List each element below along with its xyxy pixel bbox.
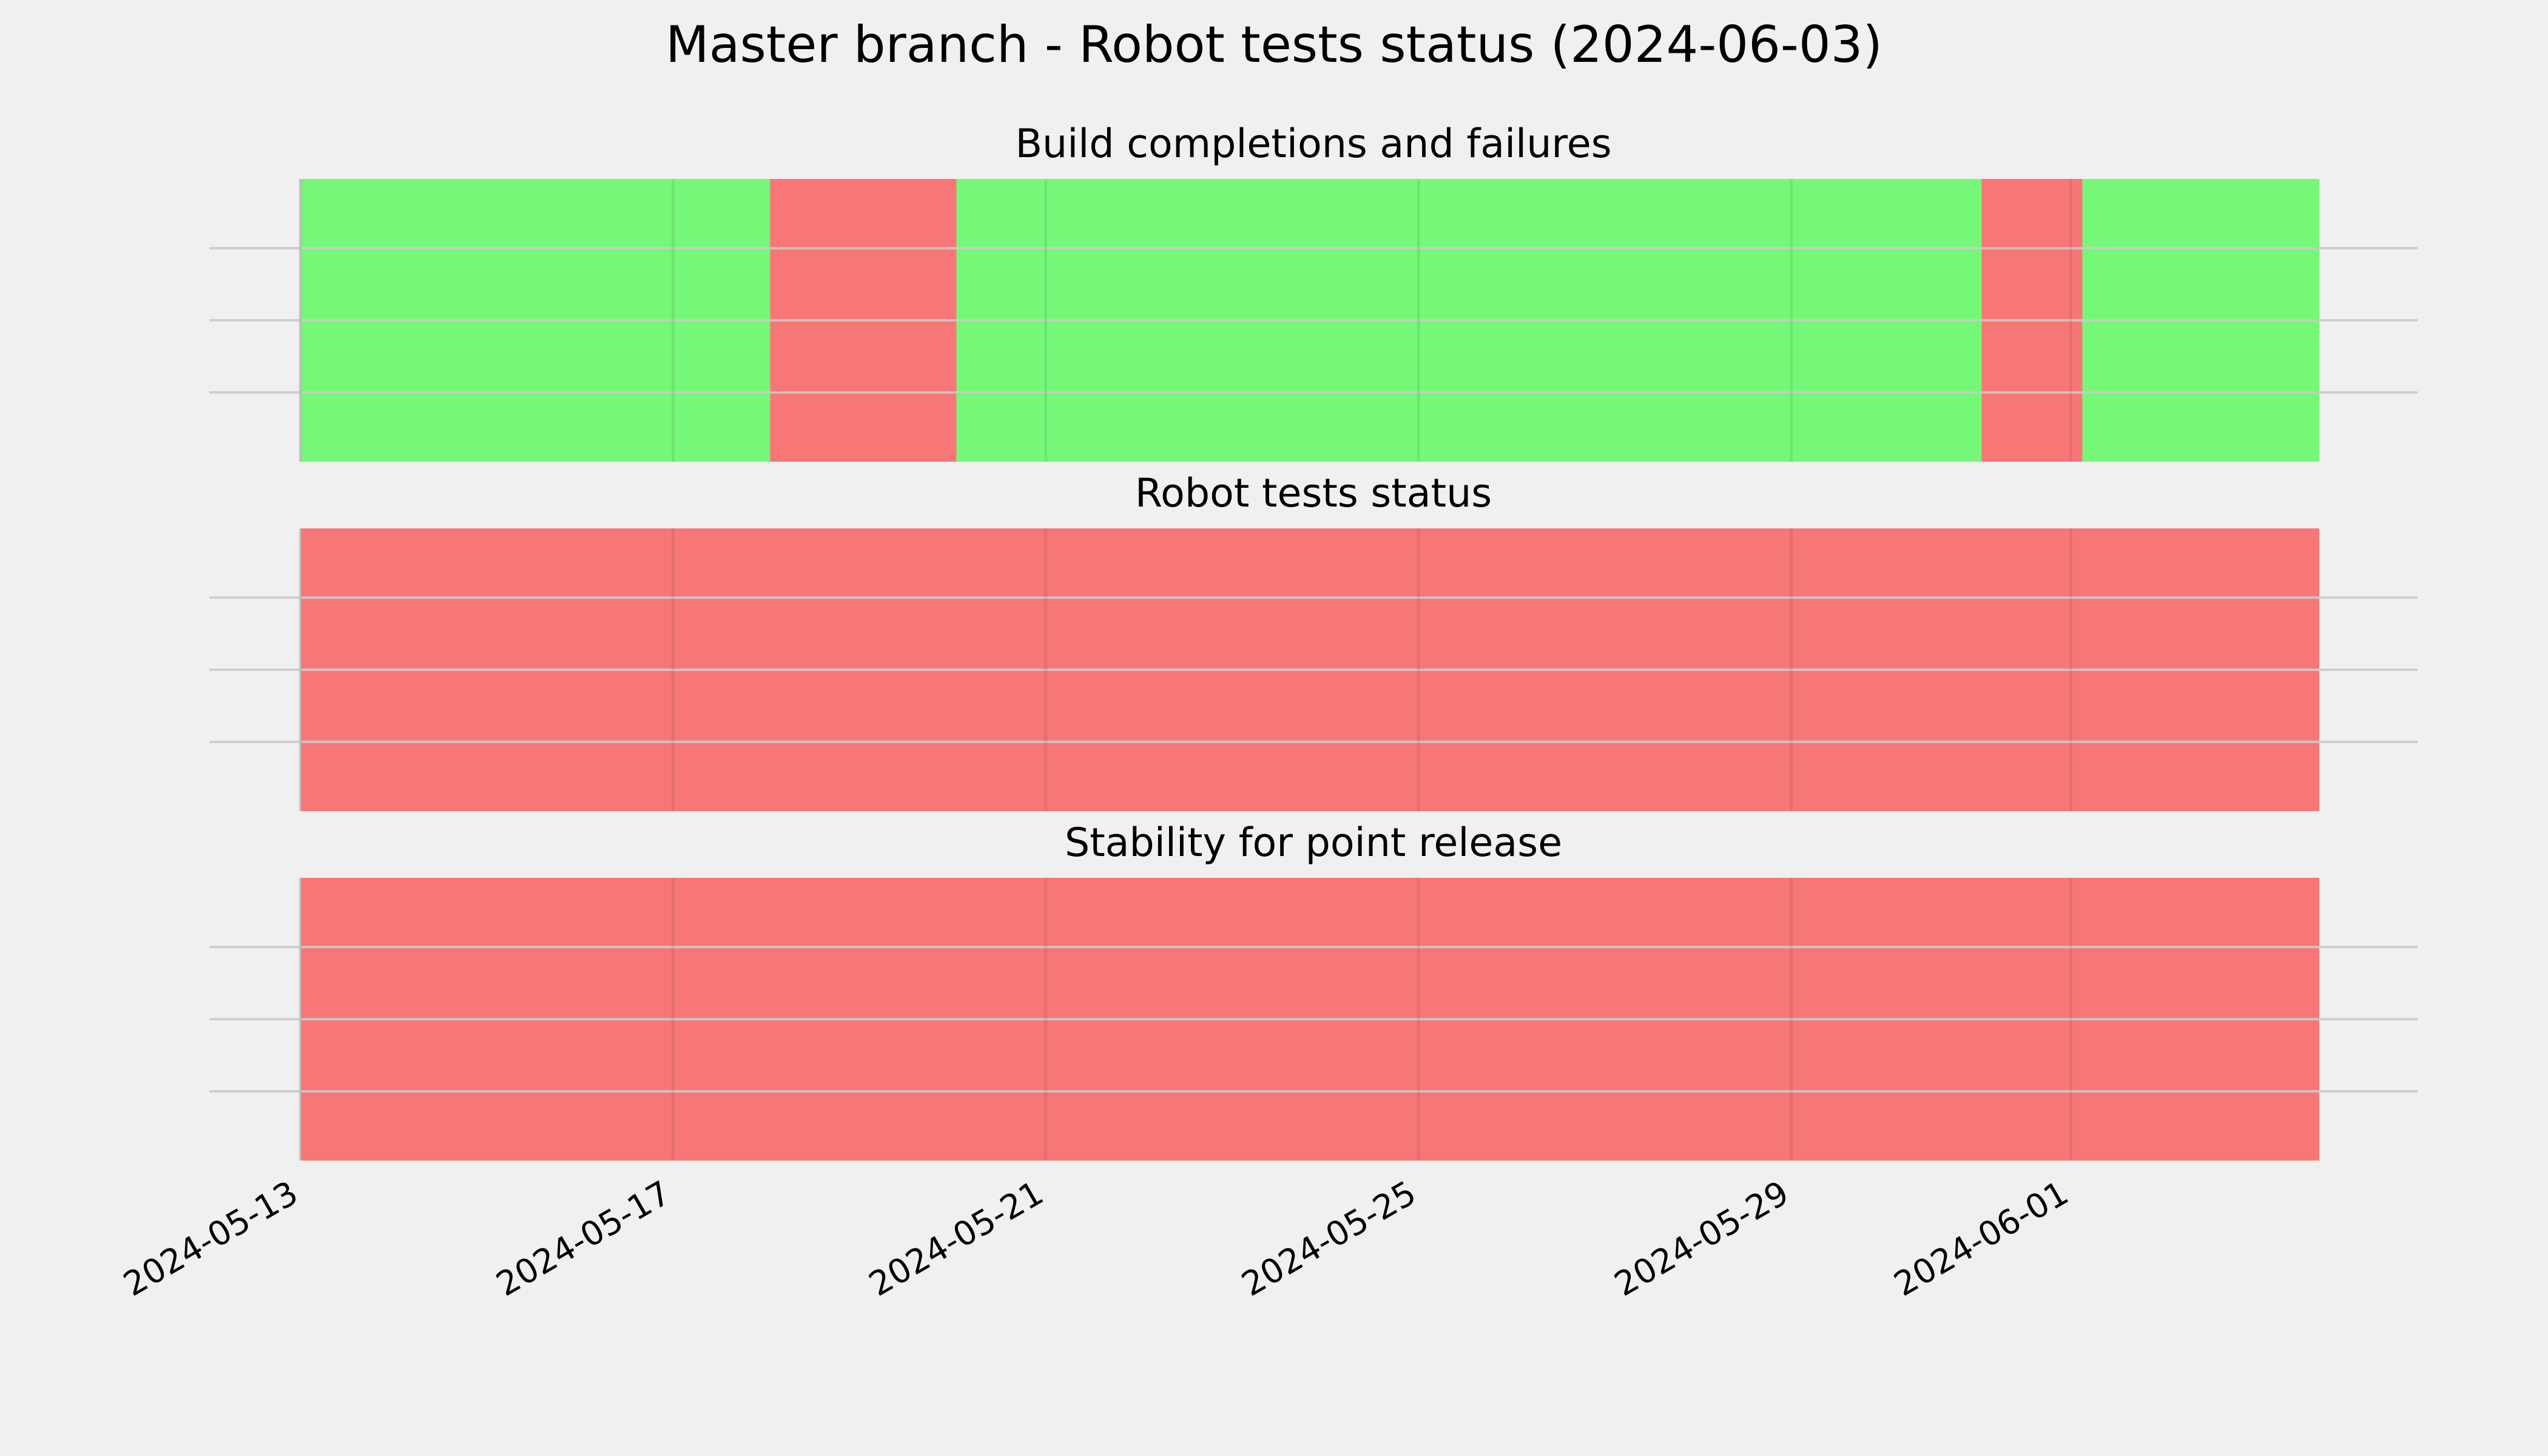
panel-2: Robot tests status [209, 471, 2418, 811]
panel-3: Stability for point release [209, 820, 2418, 1161]
x-tick-label: 2024-05-17 [490, 1173, 677, 1304]
x-tick-label: 2024-05-25 [1235, 1173, 1423, 1304]
panel-1: Build completions and failures [209, 121, 2418, 462]
panel-title: Robot tests status [1135, 471, 1492, 516]
panels: Build completions and failures Robot test… [209, 121, 2418, 1161]
x-tick-label: 2024-05-29 [1608, 1173, 1795, 1304]
panel-title: Stability for point release [1065, 820, 1562, 866]
x-axis: 2024-05-13 2024-05-17 2024-05-21 2024-05-25… [117, 1173, 2075, 1304]
x-tick-label: 2024-05-21 [862, 1173, 1050, 1304]
chart-title: Master branch - Robot tests status (2024… [666, 15, 1882, 74]
panel-title: Build completions and failures [1015, 121, 1611, 167]
x-tick-label: 2024-06-01 [1887, 1173, 2075, 1304]
x-tick-label: 2024-05-13 [117, 1173, 305, 1304]
